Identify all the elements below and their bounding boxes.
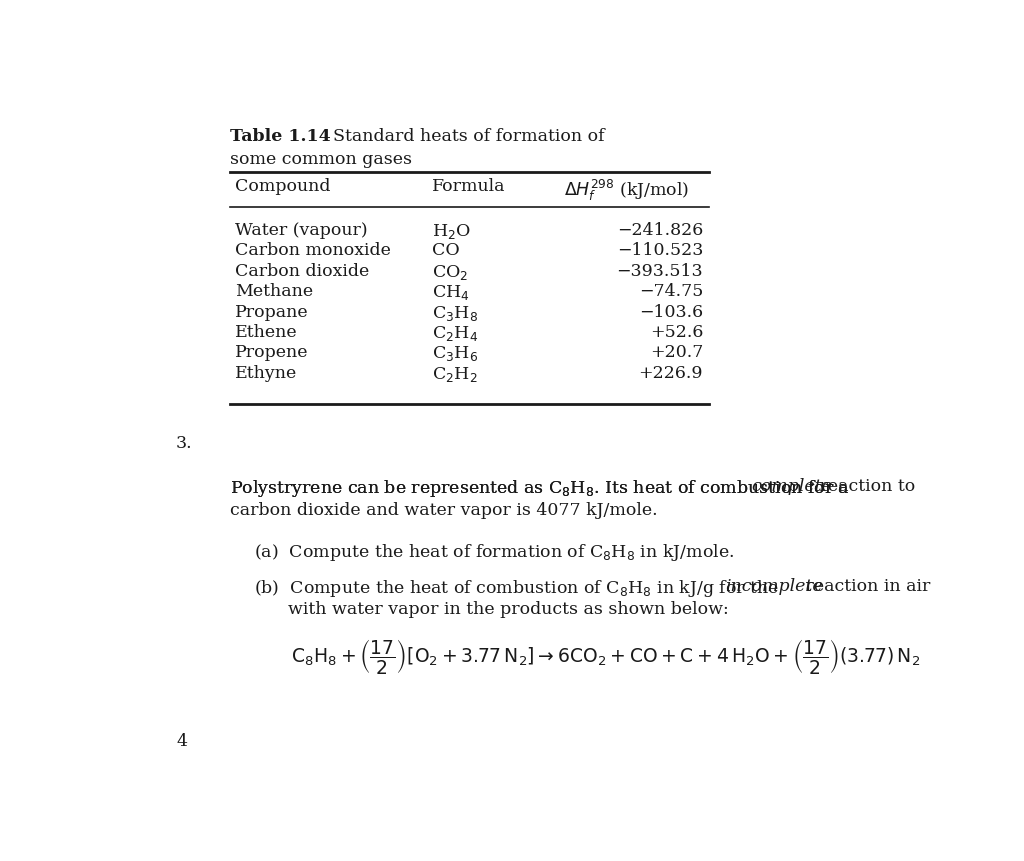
Text: −103.6: −103.6 [639,303,703,320]
Text: C$_3$H$_8$: C$_3$H$_8$ [432,303,478,322]
Text: −393.513: −393.513 [616,263,703,280]
Text: Polystryrene can be represented as C$_8$H$_8$. Its heat of combustion for a: Polystryrene can be represented as C$_8$… [230,478,851,499]
Text: Polystryrene can be represented as C$_8$H$_8$. Its heat of combustion for a: Polystryrene can be represented as C$_8$… [230,478,851,499]
Text: (b)  Compute the heat of combustion of C$_8$H$_8$ in kJ/g for the: (b) Compute the heat of combustion of C$… [254,577,779,598]
Text: Propane: Propane [234,303,308,320]
Text: 3.: 3. [176,434,193,451]
Text: CO$_2$: CO$_2$ [432,263,468,282]
Text: Ethyne: Ethyne [234,364,297,381]
Text: with water vapor in the products as shown below:: with water vapor in the products as show… [288,600,728,617]
Text: Table 1.14: Table 1.14 [230,128,331,145]
Text: Carbon dioxide: Carbon dioxide [234,263,370,280]
Text: Water (vapour): Water (vapour) [234,222,368,238]
Text: Compound: Compound [234,178,331,195]
Text: complete: complete [751,478,831,495]
Text: 4: 4 [176,733,187,749]
Text: −74.75: −74.75 [639,283,703,300]
Text: C$_3$H$_6$: C$_3$H$_6$ [432,344,478,363]
Text: +52.6: +52.6 [649,324,703,341]
Text: CO: CO [432,242,460,259]
Text: carbon dioxide and water vapor is 4077 kJ/mole.: carbon dioxide and water vapor is 4077 k… [230,502,658,518]
Text: incomplete: incomplete [725,577,822,594]
Text: H$_2$O: H$_2$O [432,222,471,241]
Text: Carbon monoxide: Carbon monoxide [234,242,391,259]
Text: C$_2$H$_4$: C$_2$H$_4$ [432,324,478,343]
Text: −241.826: −241.826 [616,222,703,238]
Text: +226.9: +226.9 [639,364,703,381]
Text: CH$_4$: CH$_4$ [432,283,469,302]
Text: some common gases: some common gases [230,151,413,168]
Text: $\Delta H_f^{298}$ (kJ/mol): $\Delta H_f^{298}$ (kJ/mol) [563,178,689,203]
Text: Methane: Methane [234,283,313,300]
Text: Ethene: Ethene [234,324,298,341]
Text: +20.7: +20.7 [649,344,703,361]
Text: (a)  Compute the heat of formation of C$_8$H$_8$ in kJ/mole.: (a) Compute the heat of formation of C$_… [254,542,734,563]
Text: Propene: Propene [234,344,308,361]
Text: C$_2$H$_2$: C$_2$H$_2$ [432,364,477,383]
Text: reaction to: reaction to [814,478,915,495]
Text: Standard heats of formation of: Standard heats of formation of [322,128,604,145]
Text: −110.523: −110.523 [616,242,703,259]
Text: Formula: Formula [432,178,505,195]
Text: $\mathrm{C_8H_8} + \left(\dfrac{17}{2}\right)[\mathrm{O_2} + 3.77\,\mathrm{N_2}]: $\mathrm{C_8H_8} + \left(\dfrac{17}{2}\r… [291,636,920,675]
Text: reaction in air: reaction in air [800,577,930,594]
